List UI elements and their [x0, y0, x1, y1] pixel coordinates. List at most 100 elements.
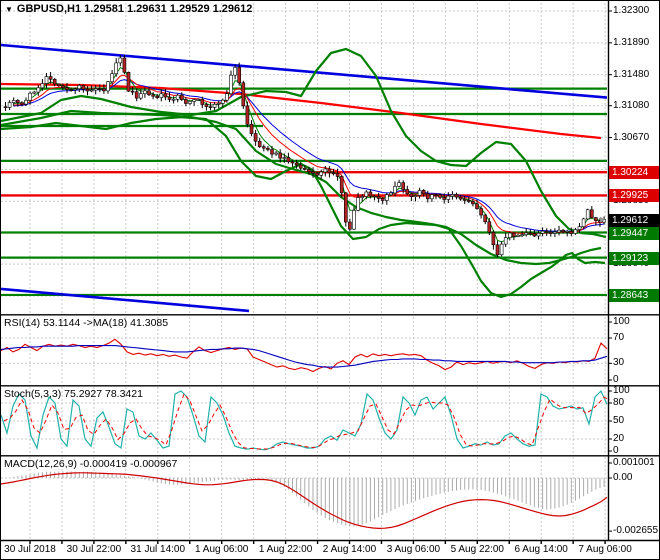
candle-bear	[471, 201, 475, 205]
candle-bear	[184, 99, 188, 104]
candle-bull	[28, 92, 32, 101]
candle-bull	[77, 85, 82, 90]
candle-bear	[405, 189, 410, 195]
ohlc-values: 1.29581 1.29631 1.29529 1.29612	[84, 3, 253, 15]
candle-bull	[175, 94, 180, 100]
candle-bull	[229, 74, 233, 95]
candle-bull	[233, 67, 237, 76]
candle-bear	[532, 233, 537, 237]
candle-bull	[319, 171, 324, 176]
symbol-dropdown-icon[interactable]: ▼	[5, 5, 13, 14]
macd-signal-line	[1, 472, 608, 530]
macd-histogram	[5, 471, 605, 527]
candle-bear	[257, 140, 262, 147]
candle-bull	[143, 90, 147, 95]
time-axis-label: 31 Jul 14:00	[130, 544, 186, 555]
candle-bull	[397, 182, 401, 187]
price-level-badge-bid: 1.29612	[609, 213, 659, 227]
candle-bull	[507, 232, 512, 238]
candle-bull	[360, 196, 365, 198]
candle-bear	[81, 85, 86, 90]
candle-bear	[454, 194, 459, 198]
candle-bear	[376, 196, 381, 199]
band-lower-line	[1, 116, 606, 299]
price-level-badge-support: 1.29123	[609, 251, 659, 265]
rsi-indicator-label: RSI(14) 53.1144 ->MA(18) 41.3085	[4, 317, 169, 329]
candle-bull	[364, 191, 369, 197]
candle-bear	[204, 104, 209, 107]
candle-bull	[565, 231, 570, 233]
candle-bull	[585, 209, 590, 220]
current-price-marker-icon	[600, 216, 605, 223]
candle-bull	[557, 229, 561, 233]
candle-bull	[393, 185, 397, 194]
candle-bear	[85, 88, 90, 92]
candle-bear	[421, 190, 426, 195]
candle-bull	[577, 226, 582, 230]
rsi-tick-label: 30	[613, 357, 625, 368]
candle-bear	[425, 193, 430, 200]
price-level-badge-resistance: 1.29925	[609, 188, 659, 202]
candle-bull	[323, 168, 328, 173]
price-axis[interactable]: 1.323001.318901.314801.310801.306701.298…	[608, 1, 659, 541]
ema-fast-line	[13, 66, 605, 243]
candle-bull	[110, 73, 114, 83]
candle-bear	[512, 232, 516, 237]
candle-bear	[147, 90, 151, 96]
candle-bear	[343, 192, 348, 223]
candle-bear	[335, 173, 340, 177]
macd-tick-label: 0.001001	[613, 457, 655, 468]
time-axis-label: 3 Aug 06:00	[386, 544, 441, 555]
candle-bear	[462, 198, 467, 201]
candle-bear	[16, 100, 20, 103]
candle-bear	[475, 203, 479, 209]
stoch-tick-label: 20	[613, 433, 625, 444]
candle-bear	[294, 162, 299, 166]
candle-bear	[270, 149, 274, 155]
rsi-tick-label: 0	[613, 374, 619, 385]
candle-bull	[36, 87, 41, 93]
candle-bear	[339, 176, 344, 194]
macd-tick-label: -0.002655	[613, 525, 659, 536]
candle-bear	[61, 85, 65, 89]
candle-bear	[315, 172, 319, 176]
candle-bear	[98, 88, 102, 90]
candle-bull	[73, 88, 77, 91]
candle-bear	[286, 157, 291, 163]
candle-bear	[458, 196, 463, 200]
candle-bull	[118, 57, 123, 64]
candle-bull	[196, 99, 200, 101]
price-tick-label: 1.30670	[613, 132, 650, 143]
candle-bear	[544, 230, 549, 233]
trendline-1[interactable]	[1, 43, 611, 99]
candle-bull	[450, 194, 455, 197]
candle-bull	[524, 232, 529, 235]
candle-bull	[417, 190, 422, 196]
chart-title-bar: ▼ GBPUSD,H1 1.29581 1.29631 1.29529 1.296…	[5, 3, 252, 15]
time-axis-label: 5 Aug 22:00	[450, 544, 504, 555]
price-tick-label: 1.31890	[613, 37, 650, 48]
time-axis[interactable]: 30 Jul 2018 30 Jul 22:00 31 Jul 14:00 1 Aug…	[1, 541, 659, 559]
time-axis-label: 30 Jul 2018	[4, 544, 56, 555]
price-tick-label: 1.31080	[613, 100, 650, 111]
time-axis-label: 30 Jul 22:00	[66, 544, 122, 555]
rsi-tick-label: 70	[613, 332, 625, 343]
candle-bear	[298, 164, 303, 169]
candle-bear	[434, 194, 438, 196]
candle-bear	[380, 198, 385, 201]
candle-bear	[479, 208, 483, 216]
candle-bull	[352, 209, 356, 230]
candle-bull	[389, 192, 393, 196]
stoch-tick-label: 50	[613, 415, 625, 426]
ema-slow-line	[13, 79, 605, 232]
time-axis-label: 6 Aug 14:00	[514, 544, 568, 555]
price-tick-label: 1.31480	[613, 69, 650, 80]
band-upper-line	[1, 47, 607, 239]
trendline-2[interactable]	[1, 287, 250, 313]
candle-bear	[130, 90, 135, 93]
candle-bear	[249, 124, 254, 134]
candle-bear	[483, 214, 488, 223]
candle-bear	[167, 96, 172, 100]
